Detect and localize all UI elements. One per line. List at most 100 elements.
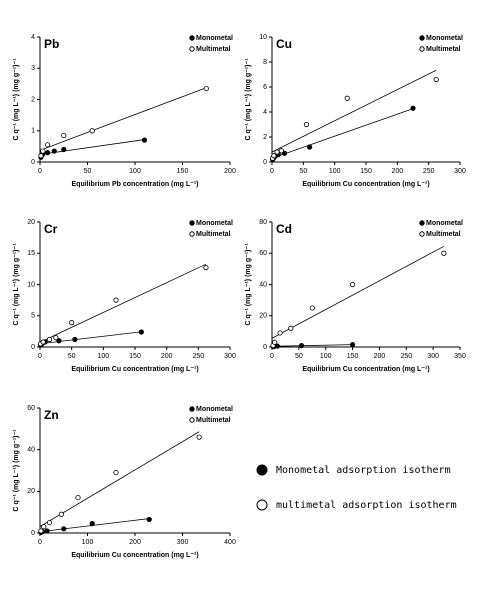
panel-title: Cd [276,222,292,236]
point [44,142,51,148]
y-tick-label: 8 [263,59,267,66]
point [40,339,46,345]
x-tick-label: 300 [224,353,236,360]
panel-title: Pb [44,37,59,51]
legend-marker [189,231,195,237]
x-tick-label: 100 [320,353,332,360]
x-tick-label: 150 [177,168,189,175]
point [44,150,51,156]
x-tick-label: 250 [423,168,435,175]
legend-label: Monometal [196,35,233,42]
point [89,521,95,527]
point [61,132,67,139]
x-tick-label: 200 [161,353,173,360]
legend-label: Multimetal [196,417,231,424]
point [113,297,119,303]
point [146,516,152,523]
trend-line [271,108,414,159]
legend-marker [419,231,425,237]
point [46,336,53,343]
trend-line [39,87,207,151]
point [89,128,95,134]
trend-line [39,431,200,527]
y-tick-label: 0 [31,159,35,166]
x-tick-label: 250 [192,353,204,360]
x-tick-label: 50 [299,168,307,175]
x-tick-label: 250 [400,353,412,360]
legend-marker [419,46,425,52]
x-tick-label: 50 [68,353,76,360]
point [272,339,278,345]
y-tick-label: 3 [31,65,35,72]
y-tick-label: 15 [27,250,35,257]
panel-title: Cr [44,222,58,236]
point [113,469,119,476]
legend-label: Multimetal [196,46,231,53]
y-tick-label: 0 [31,530,35,537]
point [349,281,356,288]
y-tick-label: 10 [27,281,35,288]
point [75,494,81,501]
point [410,105,416,111]
point [69,320,75,326]
point [203,85,209,92]
y-tick-label: 2 [263,134,267,141]
legend-label: Monometal [196,406,233,413]
y-axis-label: C q⁻¹ (mg L⁻¹) (mg g⁻¹)⁻¹ [13,58,20,141]
point [196,434,202,440]
x-tick-label: 350 [454,353,466,360]
point [38,153,44,159]
y-tick-label: 20 [27,219,35,226]
x-tick-label: 150 [129,353,141,360]
trend-line [271,245,445,339]
y-tick-label: 6 [263,84,267,91]
point [51,148,57,154]
point [441,250,447,256]
trend-line [271,344,353,347]
point [44,528,50,534]
y-tick-label: 1 [31,128,35,135]
y-tick-label: 20 [259,313,267,320]
y-tick-label: 10 [259,34,267,41]
x-tick-label: 150 [347,353,359,360]
y-tick-label: 40 [27,447,35,454]
point [41,524,47,530]
point [61,146,67,153]
point [40,148,46,154]
y-tick-label: 60 [27,405,35,412]
panel-title: Cu [276,37,292,51]
x-tick-label: 50 [295,353,303,360]
x-tick-label: 300 [177,539,189,546]
y-tick-label: 60 [259,250,267,257]
point [58,511,64,517]
x-tick-label: 200 [374,353,386,360]
point [46,519,53,526]
y-tick-label: 0 [263,344,267,351]
point [72,336,78,343]
point [61,526,67,532]
x-tick-label: 200 [224,168,236,175]
point [56,338,62,344]
y-tick-label: 4 [31,34,35,41]
y-tick-label: 0 [263,159,267,166]
legend-marker [419,220,425,226]
x-tick-label: 50 [84,168,92,175]
point [306,144,313,150]
x-tick-label: 100 [82,539,94,546]
point [344,95,350,101]
x-axis-label: Equilibrium Cu concentration (mg L⁻¹) [302,181,429,188]
legend-label: Monometal [196,220,233,227]
point [53,335,59,341]
x-tick-label: 100 [129,168,141,175]
legend-marker [189,417,195,423]
x-tick-label: 0 [38,168,42,175]
x-tick-label: 0 [38,353,42,360]
figure-legend-marker [256,464,268,476]
legend-marker [419,35,425,41]
point [433,76,439,83]
x-axis-label: Equilibrium Cu concentration (mg L⁻¹) [71,552,198,559]
y-tick-label: 0 [31,344,35,351]
legend-marker [189,35,195,41]
legend-label: Multimetal [196,231,231,238]
